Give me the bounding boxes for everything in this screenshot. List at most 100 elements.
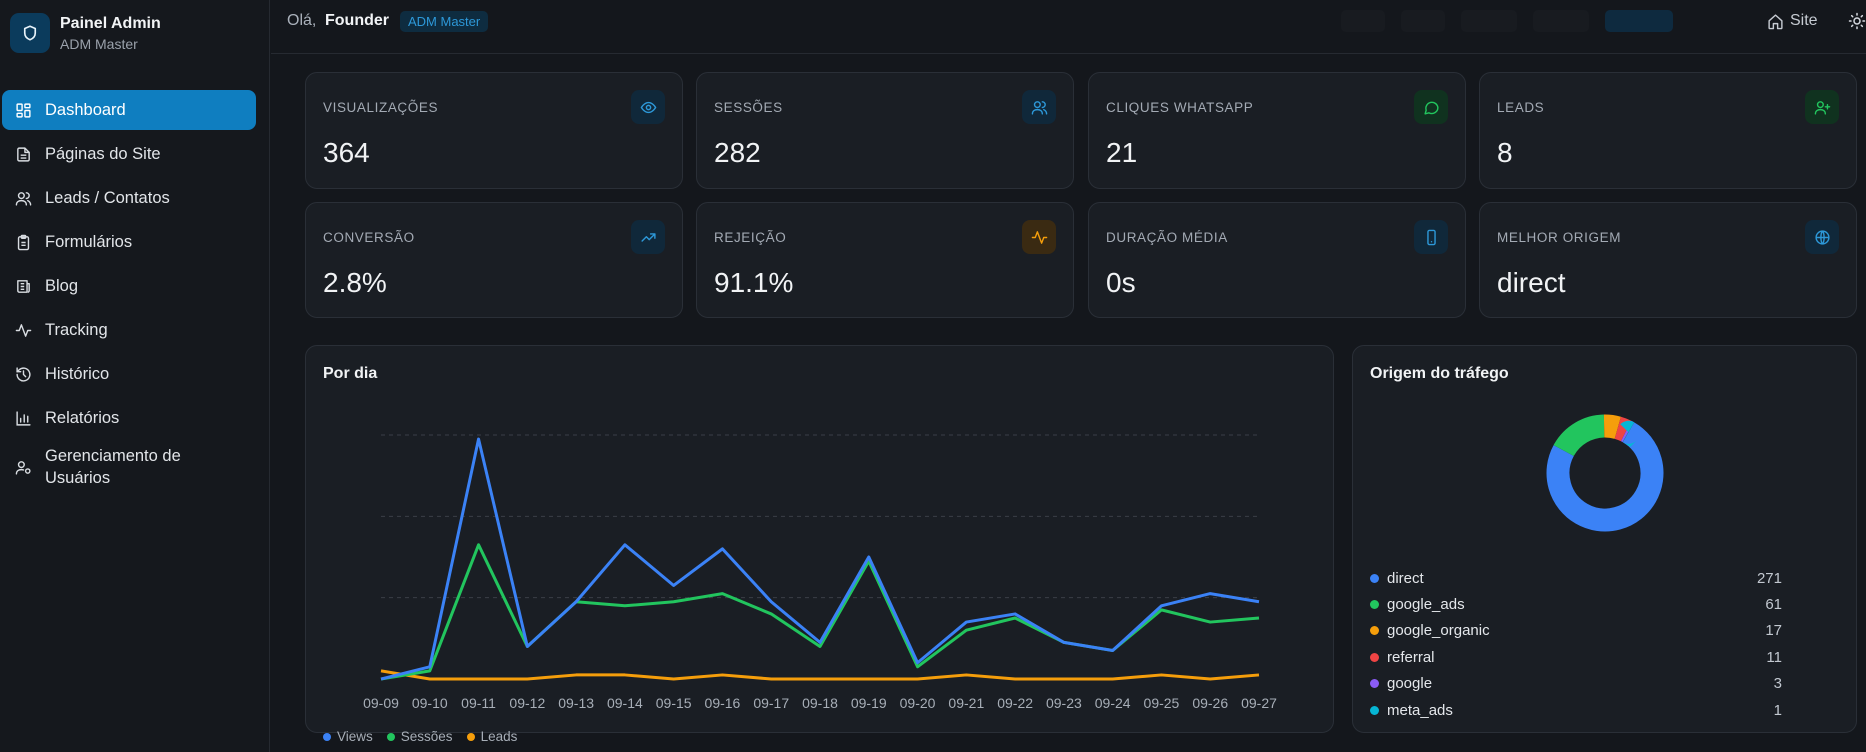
series-line-leads [380,669,1260,681]
users-icon [1022,90,1056,124]
origin-name: referral [1387,648,1435,666]
bar-chart-icon [14,409,32,427]
x-tick-label: 09-27 [1241,695,1277,711]
sidebar-item-label: Tracking [45,320,108,339]
daily-chart-panel: Por dia 09-09 09-10 09-11 09-12 09-13 09-14 09… [305,345,1334,744]
series-line-sessões [380,543,1260,681]
sidebar-item-label: Blog [45,276,79,295]
stat-label: CONVERSÃO [323,230,415,245]
sidebar-item-tracking[interactable]: Tracking [0,310,256,350]
origin-value: 3 [1773,675,1782,693]
stat-label: CLIQUES WHATSAPP [1106,100,1254,115]
sidebar-item-dashboard[interactable]: Dashboard [2,90,256,130]
sidebar-item-label: Formulários [45,232,133,251]
message-icon [1414,90,1448,124]
sun-icon[interactable] [1848,12,1866,35]
sidebar-item-label: Dashboard [45,100,126,119]
donut-slice-meta_ads [1546,414,1664,532]
sidebar-item-forms[interactable]: Formulários [0,222,256,262]
x-tick-label: 09-11 [461,695,496,711]
toolbar-button[interactable] [1461,10,1517,32]
legend-dot [1370,600,1379,610]
stat-label: LEADS [1497,100,1545,115]
smartphone-icon [1414,220,1448,254]
toolbar-button[interactable] [1533,10,1589,32]
toolbar-button[interactable] [1401,10,1445,32]
dashboard-icon [14,101,32,119]
history-icon [14,365,32,383]
stat-value: direct [1497,267,1566,298]
users-icon [14,189,32,207]
toolbar-button[interactable] [1605,10,1673,32]
legend-dot [1370,652,1379,662]
sidebar-item-user-management[interactable]: Gerenciamento de Usuários [0,442,256,492]
sidebar-item-blog[interactable]: Blog [0,266,256,306]
origin-name: google [1387,675,1433,693]
toolbar-button[interactable] [1341,10,1385,32]
stat-value: 21 [1106,137,1138,168]
origin-row: google_ads 61 [1370,591,1782,617]
legend-item: Views [323,729,373,744]
x-tick-label: 09-16 [705,695,741,711]
x-tick-label: 09-21 [948,695,984,711]
legend-dot [386,732,395,741]
activity-icon [14,321,32,339]
legend-label: Sessões [400,729,453,744]
stat-label: REJEIÇÃO [714,230,787,245]
origin-value: 271 [1756,569,1782,587]
x-tick-label: 09-19 [851,695,887,711]
donut-slice-google_ads [1546,414,1664,532]
sidebar-item-label: Relatórios [45,408,120,427]
globe-icon [1805,220,1839,254]
sidebar-item-pages[interactable]: Páginas do Site [0,134,256,174]
sidebar-item-label: Leads / Contatos [45,188,170,207]
topbar: Olá, Founder ADM Master Site [271,0,1866,54]
legend-item: Sessões [386,729,453,744]
panel-title: Origem do tráfego [1370,365,1509,382]
origin-donut-chart [1546,414,1664,532]
stat-card-avg-duration: DURAÇÃO MÉDIA 0s [1088,202,1466,318]
x-tick-label: 09-18 [802,695,838,711]
origin-value: 61 [1765,596,1782,614]
legend-dot [323,732,331,741]
stat-value: 364 [323,137,370,168]
newspaper-icon [14,277,32,295]
eye-icon [631,90,665,124]
clipboard-icon [14,233,32,251]
x-tick-label: 09-22 [997,695,1033,711]
stat-card-sessions: SESSÕES 282 [696,72,1074,189]
x-tick-label: 09-13 [558,695,594,711]
origin-value: 11 [1766,648,1782,666]
origin-name: direct [1387,569,1424,587]
legend-dot [1370,573,1379,583]
brand: Painel Admin ADM Master [10,13,161,53]
activity-icon [1022,220,1056,254]
chart-legend: Views Sessões Leads [323,729,531,744]
origin-value: 1 [1773,701,1782,719]
x-tick-label: 09-26 [1192,695,1228,711]
x-tick-label: 09-24 [1095,695,1131,711]
shield-icon [10,13,50,53]
stat-label: SESSÕES [714,100,783,115]
greeting: Olá, [287,12,317,29]
user-name: Founder [325,12,389,29]
stat-label: MELHOR ORIGEM [1497,230,1622,245]
sidebar-item-reports[interactable]: Relatórios [0,398,256,438]
legend-label: Views [337,729,373,744]
stat-value: 282 [714,137,761,168]
stat-value: 0s [1106,267,1136,298]
x-tick-label: 09-10 [412,695,448,711]
stat-label: DURAÇÃO MÉDIA [1106,230,1228,245]
origin-name: meta_ads [1387,701,1453,719]
sidebar-item-label: Histórico [45,364,110,383]
stat-card-conversion: CONVERSÃO 2.8% [305,202,683,318]
legend-dot [1370,626,1379,636]
sidebar-item-leads[interactable]: Leads / Contatos [0,178,256,218]
stat-card-leads: LEADS 8 [1479,72,1857,189]
x-tick-label: 09-12 [509,695,545,711]
origin-row: referral 11 [1370,644,1782,670]
site-link[interactable]: Site [1767,12,1818,30]
sidebar-nav: Dashboard Páginas do Site Leads / Contat… [0,90,256,496]
home-icon [1768,13,1783,29]
sidebar-item-history[interactable]: Histórico [0,354,256,394]
